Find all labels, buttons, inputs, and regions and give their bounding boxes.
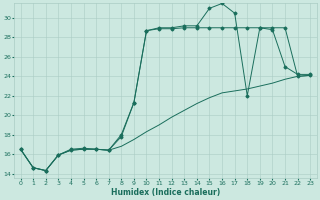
X-axis label: Humidex (Indice chaleur): Humidex (Indice chaleur) [111,188,220,197]
